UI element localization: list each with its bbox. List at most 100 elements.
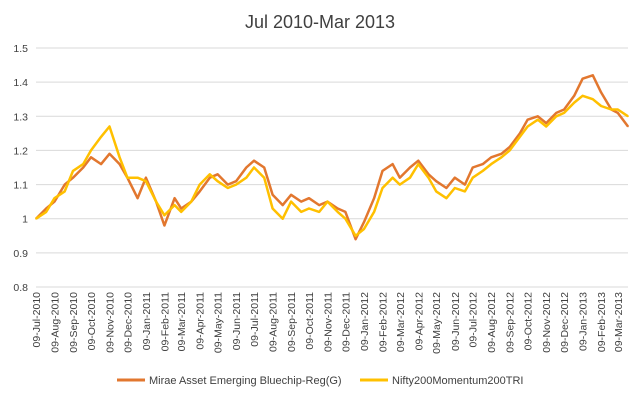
data-point: [263, 176, 266, 179]
x-tick-label: 09-Aug-2011: [268, 292, 280, 352]
data-point: [118, 156, 121, 159]
data-point: [526, 125, 529, 128]
legend: Mirae Asset Emerging Bluechip-Reg(G) Nif…: [117, 375, 523, 387]
data-point: [592, 98, 594, 100]
y-tick-label: 0.8: [13, 282, 28, 294]
data-point: [209, 173, 211, 176]
x-tick-label: 09-Jan-2011: [141, 292, 153, 350]
data-point: [227, 183, 229, 186]
x-tick-label: 09-Jan-2012: [359, 292, 371, 351]
data-point: [173, 204, 176, 206]
x-tick-label: 09-Jul-2012: [468, 292, 480, 348]
x-tick-label: 09-Feb-2012: [377, 292, 389, 352]
data-point: [373, 211, 375, 213]
data-point: [336, 207, 339, 210]
gridlines: [36, 47, 628, 288]
data-point: [563, 112, 565, 114]
data-point: [399, 183, 401, 186]
data-point: [482, 170, 484, 172]
data-point: [500, 156, 503, 159]
data-point: [373, 197, 375, 199]
data-point: [391, 163, 394, 165]
data-point: [235, 180, 237, 182]
data-point: [35, 217, 37, 220]
data-point: [581, 77, 584, 80]
data-point: [617, 108, 619, 111]
data-point: [363, 228, 365, 230]
data-point: [290, 200, 292, 203]
x-tick-label: 09-Dec-2011: [340, 292, 352, 352]
data-point: [363, 221, 365, 223]
x-tick-label: 09-Nov-2011: [323, 292, 335, 352]
data-point: [427, 176, 430, 179]
data-point: [490, 156, 493, 159]
x-tick-label: 09-Oct-2012: [523, 292, 535, 351]
data-point: [454, 176, 456, 179]
data-point: [445, 187, 448, 189]
x-tick-label: 09-Mar-2011: [176, 292, 188, 351]
x-tick-label: 09-Apr-2012: [413, 292, 425, 351]
data-point: [435, 180, 438, 182]
data-point: [490, 163, 493, 165]
data-point: [336, 211, 339, 213]
data-point: [573, 95, 575, 97]
x-tick-label: 09-Jan-2013: [578, 292, 590, 351]
data-point: [118, 163, 121, 165]
y-tick-label: 1.2: [13, 145, 28, 157]
data-point: [53, 197, 56, 199]
data-point: [344, 211, 347, 213]
data-point: [308, 197, 310, 199]
series-lines: [35, 74, 629, 241]
data-point: [216, 180, 219, 182]
data-point: [627, 115, 629, 118]
data-point: [610, 108, 613, 111]
data-point: [190, 200, 193, 203]
y-tick-label: 0.9: [13, 248, 28, 260]
x-tick-label: 09-Jun-2011: [231, 292, 243, 350]
data-point: [245, 166, 248, 169]
data-point: [627, 125, 629, 128]
data-point: [500, 153, 503, 155]
data-point: [90, 149, 92, 152]
data-point: [145, 180, 147, 182]
data-point: [108, 153, 111, 155]
data-point: [90, 156, 92, 159]
x-tick-label: 09-Oct-2011: [304, 292, 316, 350]
data-point: [454, 187, 456, 189]
data-point: [526, 118, 529, 121]
data-point: [136, 176, 139, 179]
data-point: [555, 115, 558, 118]
x-tick-label: 09-Jul-2010: [31, 292, 43, 348]
y-tick-label: 1.4: [13, 77, 28, 89]
data-point: [235, 183, 237, 186]
data-point: [281, 204, 284, 206]
series-line-0: [35, 74, 629, 241]
y-tick-label: 1.5: [13, 43, 28, 55]
data-point: [136, 197, 139, 199]
data-point: [155, 200, 157, 203]
x-tick-label: 09-Aug-2010: [50, 292, 62, 353]
x-tick-label: 09-Dec-2012: [559, 292, 571, 353]
data-point: [482, 163, 484, 165]
x-tick-label: 09-Mar-2013: [613, 292, 625, 352]
data-point: [126, 176, 129, 179]
data-point: [600, 91, 602, 94]
data-point: [519, 132, 521, 135]
data-point: [72, 176, 74, 179]
data-point: [245, 176, 248, 179]
data-point: [253, 166, 255, 169]
data-point: [300, 200, 303, 203]
data-point: [537, 115, 539, 118]
data-point: [209, 176, 211, 179]
data-point: [271, 207, 274, 210]
data-point: [409, 166, 411, 169]
data-point: [271, 194, 274, 196]
data-point: [617, 112, 619, 114]
x-tick-label: 09-Sep-2012: [505, 292, 517, 353]
legend-label-mirae: Mirae Asset Emerging Bluechip-Reg(G): [149, 375, 342, 387]
data-point: [198, 183, 201, 186]
data-point: [82, 163, 84, 165]
data-point: [100, 136, 102, 138]
data-point: [281, 217, 284, 220]
